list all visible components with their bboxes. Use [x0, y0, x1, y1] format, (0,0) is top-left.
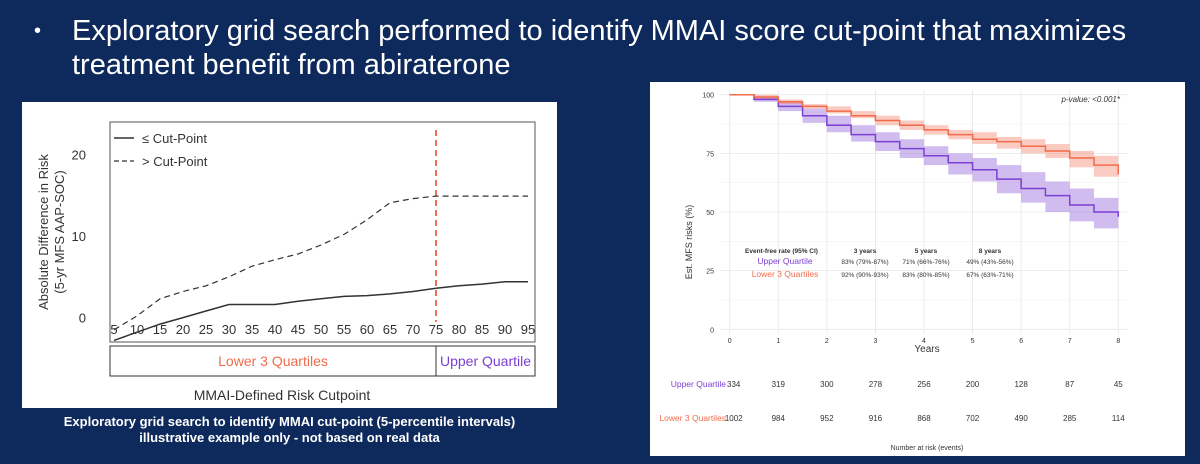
x-tick-label: 60: [360, 322, 374, 337]
risk-value: 984: [772, 414, 786, 423]
risk-group-label: Upper Quartile: [671, 379, 727, 389]
number-at-risk-table: Upper Quartile 334 319 300 278 256 200 128 87 45 L…: [659, 379, 1125, 423]
risk-value: 45: [1114, 380, 1123, 389]
km-y-tick-label: 0: [710, 327, 714, 334]
upper-quartile-band: [435, 345, 536, 377]
y-tick-label: 10: [72, 229, 86, 244]
plot-frame: [109, 121, 536, 343]
risk-value: 490: [1014, 414, 1028, 423]
km-y-tick-label: 25: [706, 269, 714, 276]
bullet-glyph: •: [34, 20, 42, 42]
risk-value: 87: [1065, 380, 1074, 389]
y-tick-label: 0: [79, 311, 86, 326]
risk-value: 278: [869, 380, 883, 389]
km-x-tick-label: 4: [922, 338, 926, 345]
risk-value: 114: [1112, 414, 1125, 423]
upper-quartile-label: Upper Quartile: [440, 353, 531, 369]
table-group-label: Upper Quartile: [757, 256, 813, 266]
risk-value: 256: [917, 380, 931, 389]
x-axis-label: MMAI-Defined Risk Cutpoint: [194, 387, 371, 403]
legend-label-le: ≤ Cut-Point: [142, 131, 207, 146]
table-cell: 49% (43%-56%): [966, 259, 1013, 266]
table-header-cell: Event-free rate (95% CI): [745, 248, 818, 255]
risk-value: 1002: [725, 414, 743, 423]
event-free-rate-table: Event-free rate (95% CI) 3 years 5 years 8 …: [745, 248, 1014, 279]
x-tick-label: 55: [337, 322, 351, 337]
risk-value: 300: [820, 380, 834, 389]
y-axis-label-line-2: (5-yr MFS AAP-SOC): [52, 170, 67, 294]
x-tick-label: 95: [521, 322, 535, 337]
x-tick-label: 35: [245, 322, 259, 337]
series-le-cutpoint-line: [113, 280, 528, 342]
y-axis-label-line-1: Absolute Difference in Risk: [36, 154, 51, 310]
caption-line-1: Exploratory grid search to identify MMAI…: [63, 414, 516, 429]
km-x-tick-label: 3: [873, 338, 877, 345]
km-y-tick-label: 100: [702, 93, 714, 100]
grid-search-chart-panel: 0 10 20 5 10 15 20 25 30 35 40 45 50 55 60 65 70 75 80 85 9…: [22, 102, 557, 408]
risk-value: 702: [966, 414, 980, 423]
table-cell: 92% (90%-93%): [841, 272, 888, 279]
table-cell: 83% (79%-87%): [841, 259, 888, 266]
km-line-upper-quartile: [729, 93, 1120, 217]
ci-band-upper-quartile: [729, 94, 1119, 234]
chart-caption: Exploratory grid search to identify MMAI…: [22, 414, 557, 446]
risk-value: 868: [917, 414, 931, 423]
km-line-lower-quartiles: [729, 93, 1120, 175]
legend-label-gt: > Cut-Point: [142, 154, 208, 169]
x-tick-label: 25: [199, 322, 213, 337]
risk-value: 128: [1014, 380, 1028, 389]
km-x-tick-label: 5: [971, 338, 975, 345]
caption-line-2: illustrative example only - not based on…: [139, 430, 440, 445]
x-tick-label: 30: [222, 322, 236, 337]
table-cell: 71% (66%-76%): [902, 259, 949, 266]
km-y-tick-label: 75: [706, 151, 714, 158]
title-line-1: Exploratory grid search performed to ide…: [72, 15, 1127, 47]
risk-value: 200: [966, 380, 980, 389]
km-y-axis-label: Est. MFS risks (%): [684, 205, 694, 280]
risk-value: 916: [869, 414, 883, 423]
x-tick-label: 85: [475, 322, 489, 337]
x-tick-label: 90: [498, 322, 512, 337]
series-gt-cutpoint-line: [113, 195, 528, 331]
table-cell: 83% (80%-85%): [902, 272, 949, 279]
title-line-2: treatment benefit from abiraterone: [72, 49, 511, 81]
table-header-cell: 3 years: [854, 248, 877, 255]
km-x-axis-label: Years: [914, 344, 939, 355]
table-cell: 67% (63%-71%): [966, 272, 1013, 279]
x-tick-label: 80: [452, 322, 466, 337]
lower-quartiles-label: Lower 3 Quartiles: [218, 353, 328, 369]
risk-value: 319: [772, 380, 786, 389]
x-tick-label: 65: [383, 322, 397, 337]
km-x-tick-label: 1: [776, 338, 780, 345]
km-x-tick-label: 0: [728, 338, 732, 345]
risk-group-label: Lower 3 Quartiles: [659, 413, 726, 423]
x-tick-label: 20: [176, 322, 190, 337]
risk-value: 952: [820, 414, 834, 423]
table-header-cell: 8 years: [979, 248, 1002, 255]
risk-table-title: Number at risk (events): [891, 445, 964, 452]
x-tick-label: 45: [291, 322, 305, 337]
x-tick-label: 75: [429, 322, 443, 337]
x-tick-label: 70: [406, 322, 420, 337]
p-value-label: p-value: <0.001*: [1061, 95, 1121, 104]
km-x-tick-label: 6: [1019, 338, 1023, 345]
km-y-tick-label: 50: [706, 210, 714, 217]
km-x-tick-label: 7: [1068, 338, 1072, 345]
risk-value: 285: [1063, 414, 1077, 423]
x-tick-label: 40: [268, 322, 282, 337]
risk-value: 334: [727, 380, 741, 389]
x-tick-label: 50: [314, 322, 328, 337]
y-tick-label: 20: [72, 148, 86, 163]
km-x-tick-label: 2: [825, 338, 829, 345]
table-group-label: Lower 3 Quartiles: [752, 269, 819, 279]
km-x-tick-label: 8: [1116, 338, 1120, 345]
table-header-cell: 5 years: [915, 248, 938, 255]
